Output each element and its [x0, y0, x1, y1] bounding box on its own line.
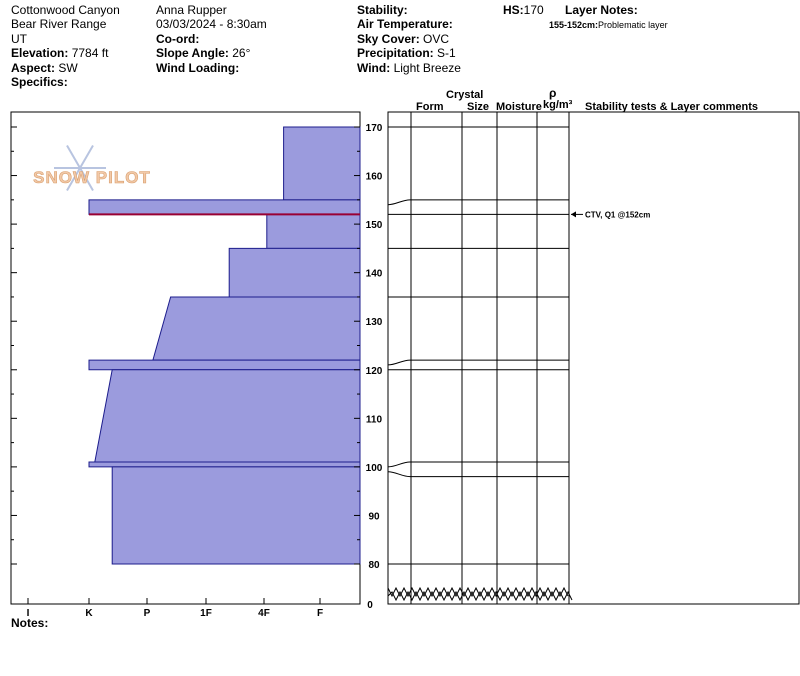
depth-break-label: 0: [367, 600, 373, 611]
precip-label: Precipitation:: [357, 46, 434, 60]
wind-value: Light Breeze: [393, 61, 461, 75]
watermark-snowflake-arm: [66, 167, 81, 192]
aspect: Aspect: SW: [11, 61, 78, 75]
hardness-tick-label: 4F: [258, 608, 270, 619]
air-temp-label: Air Temperature:: [357, 17, 453, 31]
header-stability: Stability tests & Layer comments: [585, 101, 759, 113]
depth-tick-label: 150: [366, 220, 383, 231]
hardness-layer-bar: [228, 247, 361, 298]
notes-label: Notes:: [11, 616, 49, 630]
hardness-tick-label: I: [27, 608, 30, 619]
hardness-tick-label: K: [85, 608, 93, 619]
coord-label: Co-ord:: [156, 32, 200, 46]
aspect-value: SW: [58, 61, 78, 75]
stability-test-arrow: [571, 211, 576, 218]
header-moisture: Moisture: [496, 101, 542, 113]
state: UT: [11, 32, 27, 46]
hardness-layer-bar: [88, 359, 361, 371]
aspect-label: Aspect:: [11, 61, 56, 75]
hardness-layer-bar: [152, 296, 361, 361]
header-density-unit: kg/m³: [543, 99, 573, 111]
precipitation: Precipitation: S-1: [357, 46, 456, 60]
hs-label: HS:: [503, 3, 524, 17]
range: Bear River Range: [11, 17, 107, 31]
watermark-snowflake-arm: [79, 167, 94, 192]
depth-tick-label: 100: [366, 463, 383, 474]
hardness-tick-label: 1F: [200, 608, 212, 619]
slope-value: 26°: [232, 46, 251, 60]
sky-value: OVC: [423, 32, 450, 46]
layer-connector: [387, 359, 411, 366]
wind-loading-label: Wind Loading:: [156, 61, 240, 75]
watermark-text: SNOW PILOT: [33, 168, 151, 187]
axis-break-zigzag: [387, 590, 573, 602]
header-form: Form: [416, 101, 444, 113]
axis-break-zigzag: [387, 586, 569, 598]
header-rho: ρ: [549, 86, 557, 100]
hs: HS:170: [503, 3, 544, 17]
layer-connector: [387, 471, 411, 478]
layer-notes-label: Layer Notes:: [565, 3, 638, 17]
precip-value: S-1: [437, 46, 456, 60]
sky-cover: Sky Cover: OVC: [357, 32, 449, 46]
hardness-layer-bar: [266, 213, 361, 249]
depth-tick-label: 130: [366, 317, 383, 328]
depth-tick-label: 80: [368, 560, 380, 571]
wind-label: Wind:: [357, 61, 391, 75]
hardness-layer-bar: [283, 126, 361, 201]
slope-label: Slope Angle:: [156, 46, 229, 60]
watermark-snowflake-arm: [79, 144, 94, 169]
layer-note-range: 155-152cm:: [549, 20, 599, 30]
elevation-label: Elevation:: [11, 46, 69, 60]
hardness-layer-bar: [111, 466, 361, 565]
layer-table-frame: [387, 111, 800, 605]
layer-note-text: Problematic layer: [598, 20, 668, 30]
header-crystal: Crystal: [446, 89, 484, 101]
elevation: Elevation: 7784 ft: [11, 46, 108, 60]
wind: Wind: Light Breeze: [357, 61, 461, 75]
sky-label: Sky Cover:: [357, 32, 420, 46]
watermark-snowflake-arm: [66, 144, 81, 169]
location: Cottonwood Canyon: [11, 3, 120, 17]
layer-note: 155-152cm:Problematic layer: [549, 18, 668, 32]
depth-tick-label: 90: [368, 511, 380, 522]
depth-tick-label: 170: [366, 123, 383, 134]
stability-label: Stability:: [357, 3, 408, 17]
hardness-layer-bar: [88, 199, 361, 215]
hardness-tick-label: P: [144, 608, 151, 619]
depth-tick-label: 120: [366, 366, 383, 377]
datetime: 03/03/2024 - 8:30am: [156, 17, 267, 31]
hardness-layer-bar: [94, 369, 361, 463]
observer: Anna Rupper: [156, 3, 227, 17]
header-size: Size: [467, 101, 490, 113]
layer-connector: [387, 199, 411, 206]
elevation-value: 7784 ft: [71, 46, 109, 60]
depth-tick-label: 110: [366, 414, 383, 425]
hs-value: 170: [523, 3, 544, 17]
hardness-layer-bar: [88, 461, 361, 468]
slope: Slope Angle: 26°: [156, 46, 250, 60]
depth-tick-label: 160: [366, 172, 383, 183]
hardness-tick-label: F: [317, 608, 323, 619]
layer-connector: [387, 461, 411, 468]
specifics-label: Specifics:: [11, 75, 68, 89]
stability-test-label: CTV, Q1 @152cm: [585, 210, 650, 219]
depth-tick-label: 140: [366, 269, 383, 280]
